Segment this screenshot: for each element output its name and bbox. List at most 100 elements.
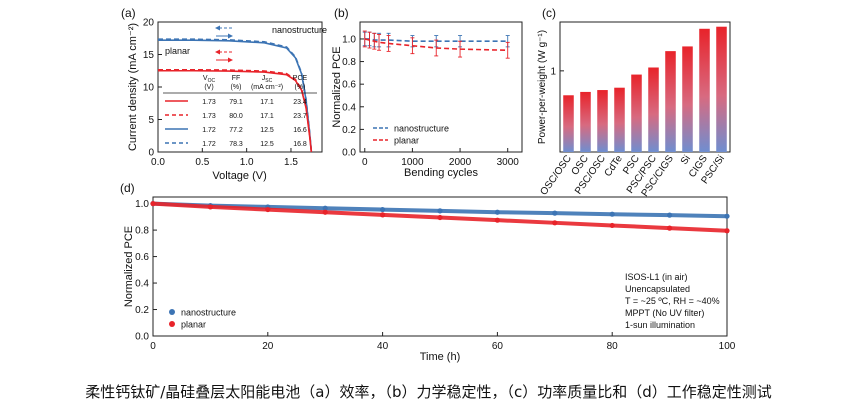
- bar-OSC/OSC: [563, 95, 574, 152]
- bar-PSC: [631, 74, 642, 152]
- table-cell: 17.1: [260, 113, 274, 120]
- table-header-unit: (%): [295, 84, 306, 91]
- panel-c-frame: [559, 21, 731, 153]
- y-tick-label: 0.2: [342, 125, 356, 136]
- legend-label-planar: planar: [394, 136, 419, 146]
- x-tick-label: 1.5: [284, 157, 298, 168]
- annotation-text: MPPT (No UV filter): [625, 308, 704, 318]
- data-point-planar: [667, 225, 673, 231]
- annotation-text: ISOS-L1 (in air): [625, 272, 688, 282]
- y-tick-label: 1: [550, 66, 556, 77]
- data-point-nanostructure: [380, 206, 386, 213]
- bar-PSC/PSC: [648, 67, 659, 152]
- y-tick-label: 1.0: [342, 34, 356, 45]
- y-axis-label: Current density (mA cm⁻²): [127, 23, 139, 151]
- figure-caption: 柔性钙钛矿/晶硅叠层太阳能电池（a）效率，（b）力学稳定性，（c）功率质量比和（…: [85, 383, 772, 401]
- panel-a-label: (a): [121, 6, 136, 20]
- table-cell: 16.6: [293, 127, 307, 134]
- data-point-nanostructure: [724, 213, 730, 219]
- table-cell: 80.0: [229, 113, 243, 120]
- data-point-planar: [552, 220, 558, 226]
- y-tick-label: 0.4: [342, 102, 356, 113]
- panel-b-frame: [359, 21, 523, 153]
- annotation-text: 1-sun illumination: [625, 320, 695, 330]
- legend-label-nanostructure: nanostructure: [181, 308, 236, 318]
- bar-OSC: [580, 91, 591, 152]
- table-cell: 79.1: [229, 99, 243, 106]
- series-line-nanostructure: [158, 39, 313, 153]
- table-cell: 17.1: [260, 99, 274, 106]
- x-tick-label: CdTe: [603, 153, 626, 179]
- table-header: JSC: [262, 75, 273, 84]
- y-axis-label: Normalized PCE: [123, 226, 135, 307]
- panel-d-frame: [152, 196, 728, 337]
- data-point-planar: [609, 222, 615, 229]
- series-label-nanostructure: nanostructure: [272, 25, 327, 35]
- annotation-text: Unencapsulated: [625, 284, 690, 294]
- data-point-planar: [437, 214, 443, 221]
- table-cell: 23.4: [293, 99, 307, 106]
- panel-a: (a) 0.0 0.5 1.0 1.5 0 5 10 15 20 Voltage (V) Curren…: [121, 6, 327, 182]
- y-tick-label: 0.6: [342, 80, 356, 91]
- y-tick-label: 0.8: [342, 57, 356, 68]
- legend-label-planar: planar: [181, 320, 206, 330]
- data-point-planar: [494, 217, 500, 223]
- x-axis-label: Voltage (V): [212, 170, 266, 182]
- nanostructure-forward-arrowhead: [228, 33, 233, 39]
- legend-label-nanostructure: nanostructure: [394, 124, 449, 134]
- planar-forward-arrowhead: [228, 57, 233, 63]
- table-cell: 23.7: [293, 113, 307, 120]
- planar-reverse-arrowhead: [215, 49, 220, 55]
- bar-Si: [682, 46, 693, 152]
- bar-PSC/Si: [716, 26, 727, 152]
- annotation-text: T = ~25 ºC, RH = ~40%: [625, 296, 720, 306]
- x-axis-label: Time (h): [420, 351, 461, 363]
- series-line-planar: [158, 69, 313, 153]
- y-tick-label: 20: [143, 18, 155, 29]
- bar-CdTe: [614, 87, 625, 152]
- x-tick-label: 0: [362, 157, 368, 168]
- y-tick-label: 5: [148, 115, 154, 126]
- table-cell: 1.73: [202, 99, 216, 106]
- data-point-planar: [150, 201, 156, 207]
- table-cell: 1.72: [202, 141, 216, 148]
- table-cell: 12.5: [260, 141, 274, 148]
- x-tick-label: 0.5: [195, 157, 209, 168]
- panel-d-label: (d): [120, 181, 135, 195]
- table-cell: 77.2: [229, 127, 243, 134]
- panel-d: (d) 0 20 40 60 80 100 0.0 0.2 0.4 0.6 0.8 1.0 Time (h…: [120, 181, 736, 363]
- table-cell: 16.8: [293, 141, 307, 148]
- x-tick-label: 1000: [401, 157, 424, 168]
- y-tick-label: 0.2: [135, 305, 149, 316]
- y-axis-label: Power-per-weight (W g⁻¹): [537, 30, 548, 144]
- y-tick-label: 0.4: [135, 279, 149, 290]
- x-tick-label: OSC/OSC: [538, 153, 573, 197]
- table-header-unit: (mA cm⁻²): [251, 84, 283, 91]
- x-tick-label: 1.0: [240, 157, 254, 168]
- series-label-planar: planar: [165, 46, 190, 56]
- data-point-nanostructure: [667, 212, 673, 218]
- data-point-planar: [322, 209, 328, 215]
- y-tick-label: 0.8: [135, 226, 149, 237]
- x-tick-label: Si: [679, 153, 693, 167]
- x-tick-label: 40: [377, 341, 389, 352]
- panel-c-label: (c): [542, 6, 556, 20]
- panel-b: (b) 0 1000 2000 3000 0.0 0.2 0.4 0.6 0.8 1.0 Bendin…: [331, 6, 523, 179]
- y-tick-label: 10: [143, 83, 155, 94]
- y-tick-label: 15: [143, 50, 155, 61]
- table-header: VOC: [203, 75, 216, 84]
- data-point-nanostructure: [437, 208, 443, 214]
- nanostructure-reverse-arrowhead: [215, 25, 220, 31]
- x-axis-label: Bending cycles: [404, 167, 478, 179]
- x-tick-label: 3000: [497, 157, 520, 168]
- table-cell: 78.3: [229, 141, 243, 148]
- data-point-nanostructure: [322, 205, 328, 211]
- data-point-planar: [724, 228, 730, 234]
- data-point-planar: [207, 204, 213, 210]
- table-header-unit: (V): [204, 84, 213, 91]
- data-point-nanostructure: [609, 211, 615, 217]
- bar-PSC/CIGS: [665, 51, 676, 152]
- data-point-nanostructure: [552, 210, 558, 216]
- x-tick-label: 20: [262, 341, 274, 352]
